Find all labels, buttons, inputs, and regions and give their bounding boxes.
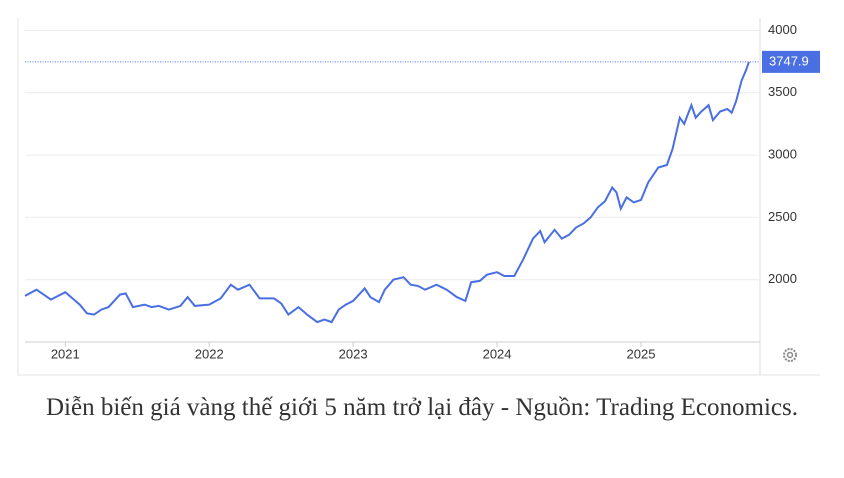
y-tick-label: 2500 [768, 209, 797, 224]
y-tick-label: 4000 [768, 22, 797, 37]
last-value-label: 3747.9 [769, 53, 809, 68]
last-value-box [762, 50, 820, 73]
caption: Diễn biến giá vàng thế giới 5 năm trở lạ… [45, 394, 798, 421]
x-tick-label: 2025 [627, 346, 656, 361]
price-line [24, 61, 750, 324]
y-tick-label: 2000 [768, 271, 797, 286]
y-tick-label: 3500 [768, 84, 797, 99]
x-tick-label: 2021 [51, 346, 80, 361]
settings-icon[interactable] [783, 348, 797, 362]
x-tick-label: 2023 [339, 346, 368, 361]
chart: 2000 2500 3000 3500 4000 2021 2022 2023 2024 2025… [17, 18, 820, 376]
x-tick-label: 2024 [483, 346, 512, 361]
x-tick-label: 2022 [195, 346, 224, 361]
y-tick-label: 3000 [768, 147, 797, 162]
